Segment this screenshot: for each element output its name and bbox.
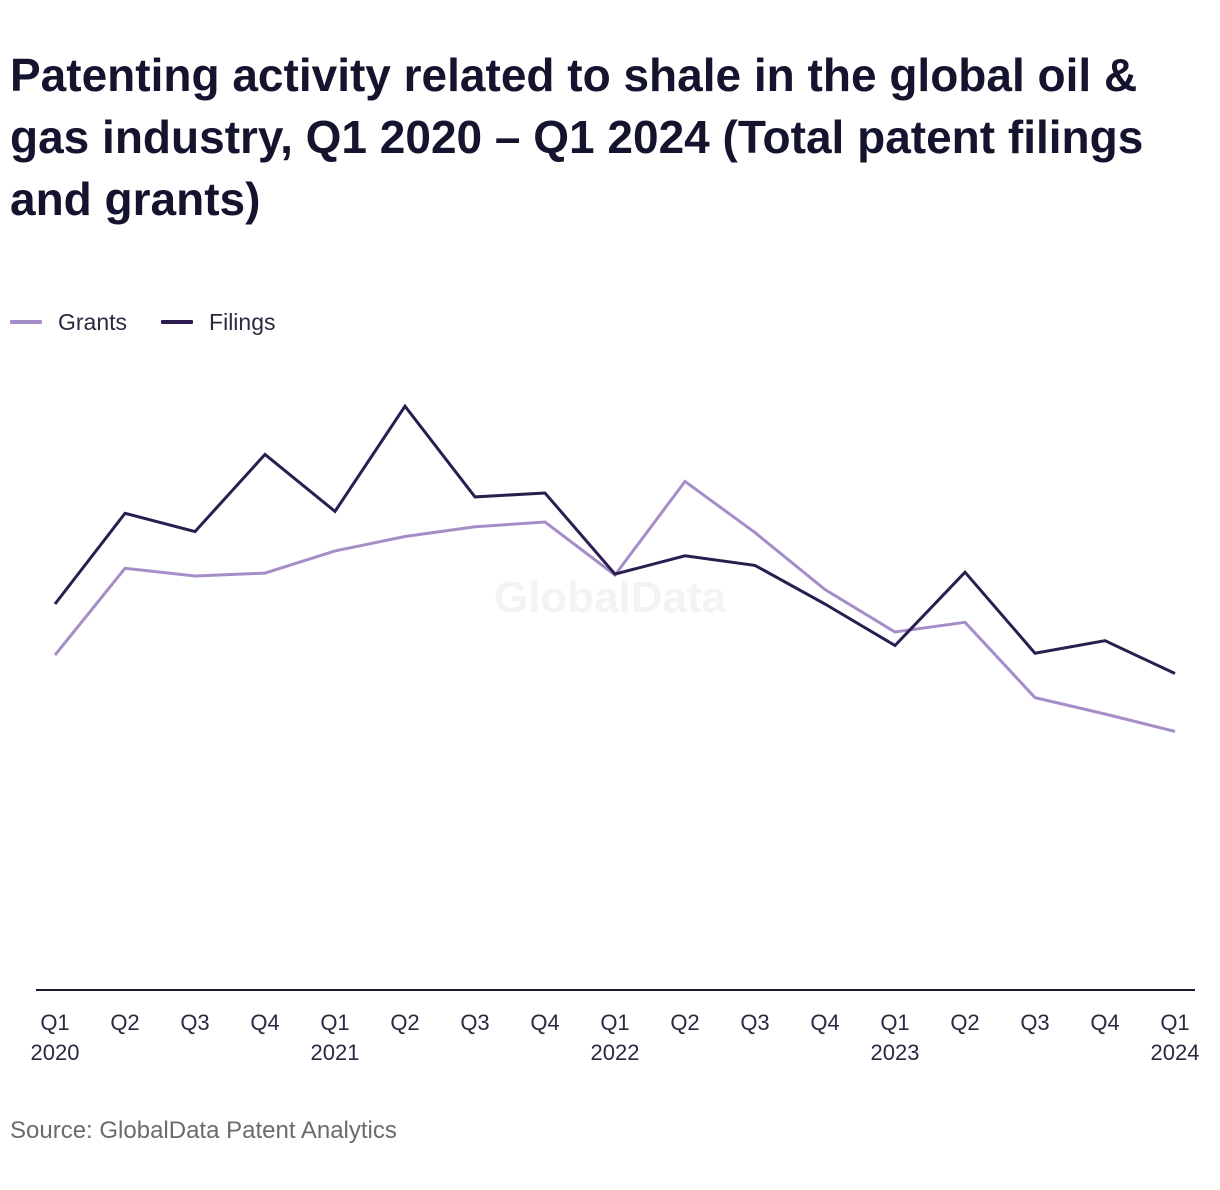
series-layer: [51, 402, 1179, 735]
data-point-grants[interactable]: [961, 618, 969, 626]
x-tick-year-label: 2023: [871, 1040, 920, 1065]
x-tick-label: Q1: [600, 1010, 629, 1035]
x-tick-label: Q2: [390, 1010, 419, 1035]
x-tick-year-label: 2022: [591, 1040, 640, 1065]
data-point-grants[interactable]: [681, 477, 689, 485]
data-point-grants[interactable]: [751, 529, 759, 537]
data-point-filings[interactable]: [681, 552, 689, 560]
x-tick-year-label: 2020: [31, 1040, 80, 1065]
data-point-filings[interactable]: [1171, 670, 1179, 678]
x-tick-label: Q1: [40, 1010, 69, 1035]
data-point-grants[interactable]: [261, 569, 269, 577]
data-point-filings[interactable]: [331, 507, 339, 515]
x-tick-label: Q1: [320, 1010, 349, 1035]
x-tick-label: Q4: [530, 1010, 559, 1035]
x-axis-ticks: Q1 2020 Q2 Q3 Q4 Q1 2021 Q2 Q3 Q4 Q1 2022 Q2 Q3 Q4 Q1 20…: [31, 1010, 1200, 1065]
x-tick-label: Q4: [810, 1010, 839, 1035]
x-tick-label: Q4: [250, 1010, 279, 1035]
data-point-filings[interactable]: [891, 642, 899, 650]
x-tick-label: Q3: [180, 1010, 209, 1035]
data-point-grants[interactable]: [1031, 694, 1039, 702]
data-point-filings[interactable]: [401, 402, 409, 410]
x-tick-label: Q3: [460, 1010, 489, 1035]
data-point-filings[interactable]: [961, 568, 969, 576]
data-point-filings[interactable]: [611, 570, 619, 578]
data-point-grants[interactable]: [331, 547, 339, 555]
data-point-grants[interactable]: [401, 533, 409, 541]
series-line-filings[interactable]: [53, 403, 1176, 675]
data-point-grants[interactable]: [191, 572, 199, 580]
data-point-grants[interactable]: [821, 586, 829, 594]
x-tick-label: Q2: [670, 1010, 699, 1035]
data-point-filings[interactable]: [471, 493, 479, 501]
x-tick-label: Q1: [1160, 1010, 1189, 1035]
data-point-grants[interactable]: [1171, 727, 1179, 735]
data-point-grants[interactable]: [51, 651, 59, 659]
data-point-grants[interactable]: [471, 523, 479, 531]
legend: Grants Filings: [10, 307, 310, 337]
x-tick-label: Q3: [1020, 1010, 1049, 1035]
legend-label-grants: Grants: [58, 308, 128, 335]
data-point-filings[interactable]: [1031, 649, 1039, 657]
data-point-filings[interactable]: [751, 561, 759, 569]
x-tick-label: Q1: [880, 1010, 909, 1035]
line-chart: GlobalData Q1 2020 Q2 Q3 Q4 Q1 2021 Q2 Q3 Q4 Q1 202…: [31, 402, 1200, 1065]
data-point-grants[interactable]: [121, 564, 129, 572]
data-point-filings[interactable]: [121, 509, 129, 517]
x-tick-label: Q3: [740, 1010, 769, 1035]
source-note: Source: GlobalData Patent Analytics: [10, 1117, 397, 1144]
data-point-grants[interactable]: [891, 628, 899, 636]
chart-title: Patenting activity related to shale in t…: [10, 49, 1144, 225]
x-tick-year-label: 2021: [311, 1040, 360, 1065]
data-point-grants[interactable]: [541, 518, 549, 526]
data-point-filings[interactable]: [191, 528, 199, 536]
x-tick-year-label: 2024: [1151, 1040, 1200, 1065]
legend-swatch-filings: [161, 320, 194, 324]
x-tick-label: Q2: [110, 1010, 139, 1035]
data-point-filings[interactable]: [51, 600, 59, 608]
data-point-filings[interactable]: [821, 600, 829, 608]
legend-item-filings[interactable]: Filings: [161, 308, 276, 336]
x-tick-label: Q4: [1090, 1010, 1119, 1035]
x-tick-label: Q2: [950, 1010, 979, 1035]
data-point-grants[interactable]: [1101, 710, 1109, 718]
data-point-filings[interactable]: [1101, 637, 1109, 645]
legend-item-grants[interactable]: Grants: [10, 309, 127, 336]
data-point-filings[interactable]: [261, 450, 269, 458]
legend-label-filings: Filings: [209, 308, 276, 335]
data-point-filings[interactable]: [541, 489, 549, 497]
legend-swatch-grants: [10, 320, 42, 324]
watermark-text: GlobalData: [494, 573, 727, 622]
